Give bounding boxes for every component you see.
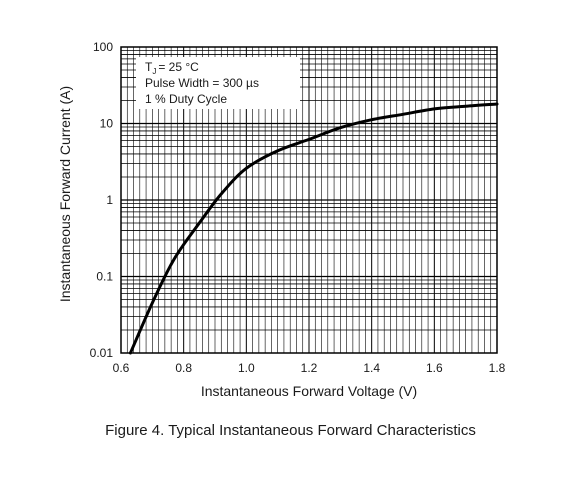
legend-box: TJ = 25 °C Pulse Width = 300 µs 1 % Duty …	[136, 57, 300, 109]
y-axis-label: Instantaneous Forward Current (A)	[57, 86, 73, 302]
plot-frame	[120, 46, 498, 354]
tick-labels: 0.6 0.8 1.0 1.2 1.4 1.6 1.8 0.01 0.1 1 10 100	[90, 40, 506, 375]
annotation-symbol-sub: J	[152, 67, 156, 76]
legend-background	[136, 57, 300, 109]
y-tick-label: 100	[93, 40, 113, 54]
x-tick-label: 1.4	[363, 361, 380, 375]
forward-characteristic-curve	[128, 102, 499, 355]
y-tick-label: 1	[106, 193, 113, 207]
x-tick-label: 1.2	[301, 361, 318, 375]
y-tick-label: 0.01	[90, 346, 114, 360]
x-tick-label: 0.8	[175, 361, 192, 375]
x-tick-label: 1.6	[426, 361, 443, 375]
y-tick-label: 0.1	[96, 270, 113, 284]
figure-caption: Figure 4. Typical Instantaneous Forward …	[105, 422, 476, 439]
annotation-symbol-main: T	[145, 60, 153, 74]
annotation-duty-cycle: 1 % Duty Cycle	[145, 92, 227, 106]
x-axis-label: Instantaneous Forward Voltage (V)	[201, 383, 417, 399]
x-tick-label: 0.6	[113, 361, 130, 375]
x-tick-label: 1.8	[489, 361, 506, 375]
annotation-temperature: TJ = 25 °C	[145, 60, 199, 76]
annotation-temperature-value: = 25 °C	[158, 60, 199, 74]
x-tick-label: 1.0	[238, 361, 255, 375]
y-tick-label: 10	[100, 117, 114, 131]
annotation-pulse-width: Pulse Width = 300 µs	[145, 76, 259, 90]
